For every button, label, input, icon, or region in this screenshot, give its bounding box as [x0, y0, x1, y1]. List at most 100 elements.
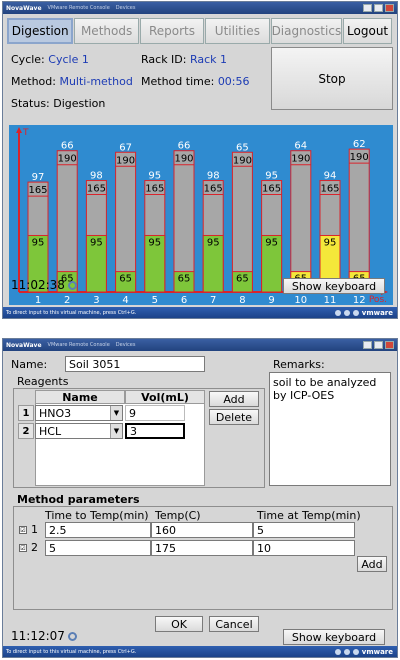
time-at-temp-header: Time at Temp(min) — [257, 509, 361, 522]
vessel-bar — [56, 150, 78, 293]
vessel-setpoint-label: 190 — [174, 154, 193, 165]
vessel-bar — [348, 148, 370, 293]
position-tick-label: 10 — [294, 295, 307, 305]
temp-input[interactable]: 175 — [151, 540, 253, 556]
clock-time: 11:02:38 — [11, 278, 65, 292]
vessel-bar — [173, 150, 195, 293]
method-editor-window: NovaWave VMware Remote Console Devices N… — [2, 338, 398, 658]
y-axis-arrow — [16, 127, 22, 133]
vmware-logo: vmware — [361, 308, 393, 317]
vessel-setpoint-label: 190 — [116, 155, 135, 166]
y-axis-label: T — [22, 128, 29, 138]
digestion-window: NovaWave VMware Remote Console Devices D… — [2, 1, 398, 319]
stop-button[interactable]: Stop — [271, 47, 393, 110]
taskbar-hint: To direct input to this virtual machine,… — [6, 309, 137, 316]
vessel-temp-label: 62 — [353, 139, 366, 150]
devices-menu[interactable]: Devices — [115, 342, 136, 348]
vessel-fill — [27, 234, 49, 293]
position-tick-label: 6 — [181, 295, 187, 305]
reagent-name-select[interactable]: HCL ▼ — [35, 423, 123, 439]
magnifier-icon[interactable] — [67, 631, 77, 641]
position-tick-label: 4 — [122, 295, 128, 305]
window-titlebar: NovaWave VMware Remote Console Devices — [3, 339, 397, 351]
position-tick-label: 8 — [239, 295, 245, 305]
reagent-vol-header: Vol(mL) — [125, 390, 205, 404]
tab-utilities[interactable]: Utilities — [205, 18, 270, 44]
position-tick-label: 7 — [210, 295, 216, 305]
add-reagent-button[interactable]: Add — [209, 391, 259, 407]
add-step-button[interactable]: Add — [357, 556, 387, 572]
reagent-name-select[interactable]: HNO3 ▼ — [35, 405, 123, 421]
reagent-vol-input[interactable]: 9 — [125, 405, 185, 421]
close-icon[interactable] — [385, 341, 394, 349]
magnifier-icon[interactable] — [67, 280, 77, 290]
taskbar-hint: To direct input to this virtual machine,… — [6, 648, 137, 655]
ok-button[interactable]: OK — [155, 616, 203, 632]
vessel-pressure-label: 95 — [265, 237, 278, 248]
vessel-pressure-label: 65 — [178, 274, 191, 285]
method-time-value: 00:56 — [217, 75, 250, 88]
vmware-logo: vmware — [361, 647, 393, 656]
vessel-setpoint-label: 165 — [28, 185, 47, 196]
vessel-pressure-label: 95 — [32, 237, 45, 248]
remarks-textarea[interactable]: soil to be analyzed by ICP-OES — [269, 372, 391, 486]
vessel-temp-label: 98 — [90, 171, 103, 182]
time-to-temp-header: Time to Temp(min) — [45, 509, 149, 522]
vessel-temp-label: 66 — [178, 141, 191, 152]
vessel-fill — [173, 271, 195, 293]
vessel-setpoint-label: 165 — [320, 184, 339, 195]
window-subtitle: VMware Remote Console — [47, 5, 110, 11]
step-checkbox[interactable]: ☑ — [19, 544, 27, 552]
tab-reports[interactable]: Reports — [139, 18, 205, 44]
position-tick-label: 5 — [152, 295, 158, 305]
reagent-name-value: HNO3 — [39, 406, 72, 420]
time-to-temp-input[interactable]: 2.5 — [45, 522, 151, 538]
vessel-pressure-label: 65 — [61, 274, 74, 285]
devices-menu[interactable]: Devices — [115, 5, 136, 11]
time-at-temp-input[interactable]: 5 — [253, 522, 355, 538]
sound-icon — [352, 309, 359, 316]
window-title: NovaWave — [6, 4, 42, 12]
close-icon[interactable] — [385, 4, 394, 12]
time-at-temp-input[interactable]: 10 — [253, 540, 355, 556]
method-time-label: Method time: — [141, 75, 215, 88]
maximize-icon[interactable] — [374, 4, 383, 12]
reagent-row-number: 2 — [18, 423, 34, 439]
step-checkbox[interactable]: ☑ — [19, 526, 27, 534]
show-keyboard-button[interactable]: Show keyboard — [283, 278, 385, 294]
time-to-temp-input[interactable]: 5 — [45, 540, 151, 556]
position-tick-label: 12 — [353, 295, 366, 305]
vessel-temperature-chart: TPos.97165951661906529816595367190654951… — [9, 125, 393, 305]
vessel-pressure-label: 95 — [324, 237, 337, 248]
maximize-icon[interactable] — [374, 341, 383, 349]
tab-methods[interactable]: Methods — [74, 18, 139, 44]
vessel-fill — [144, 234, 166, 293]
delete-reagent-button[interactable]: Delete — [209, 409, 259, 425]
name-input[interactable]: Soil 3051 — [65, 356, 205, 372]
vessel-setpoint-label: 190 — [350, 152, 369, 163]
minimize-icon[interactable] — [363, 4, 372, 12]
sound-icon — [352, 648, 359, 655]
vessel-temp-label: 98 — [207, 171, 220, 182]
main-tabs: Digestion Methods Reports Utilities Diag… — [7, 18, 393, 44]
logout-button[interactable]: Logout — [343, 18, 392, 44]
tab-diagnostics[interactable]: Diagnostics — [270, 18, 343, 44]
vessel-fill — [231, 271, 253, 293]
vessel-temp-label: 97 — [32, 172, 45, 183]
cancel-button[interactable]: Cancel — [209, 616, 259, 632]
reagent-vol-input[interactable]: 3 — [125, 423, 185, 439]
tab-digestion[interactable]: Digestion — [7, 18, 74, 44]
vessel-fill — [261, 234, 283, 293]
chevron-down-icon[interactable]: ▼ — [110, 406, 122, 420]
temp-input[interactable]: 160 — [151, 522, 253, 538]
vessel-pressure-label: 65 — [236, 274, 249, 285]
remarks-label: Remarks: — [273, 358, 325, 371]
chevron-down-icon[interactable]: ▼ — [110, 424, 122, 438]
show-keyboard-button[interactable]: Show keyboard — [283, 629, 385, 645]
vessel-temp-label: 67 — [119, 142, 132, 153]
minimize-icon[interactable] — [363, 341, 372, 349]
vessel-setpoint-label: 165 — [204, 184, 223, 195]
rack-label: Rack ID: — [141, 53, 187, 66]
vessel-temp-label: 95 — [265, 171, 278, 182]
position-tick-label: 11 — [324, 295, 337, 305]
